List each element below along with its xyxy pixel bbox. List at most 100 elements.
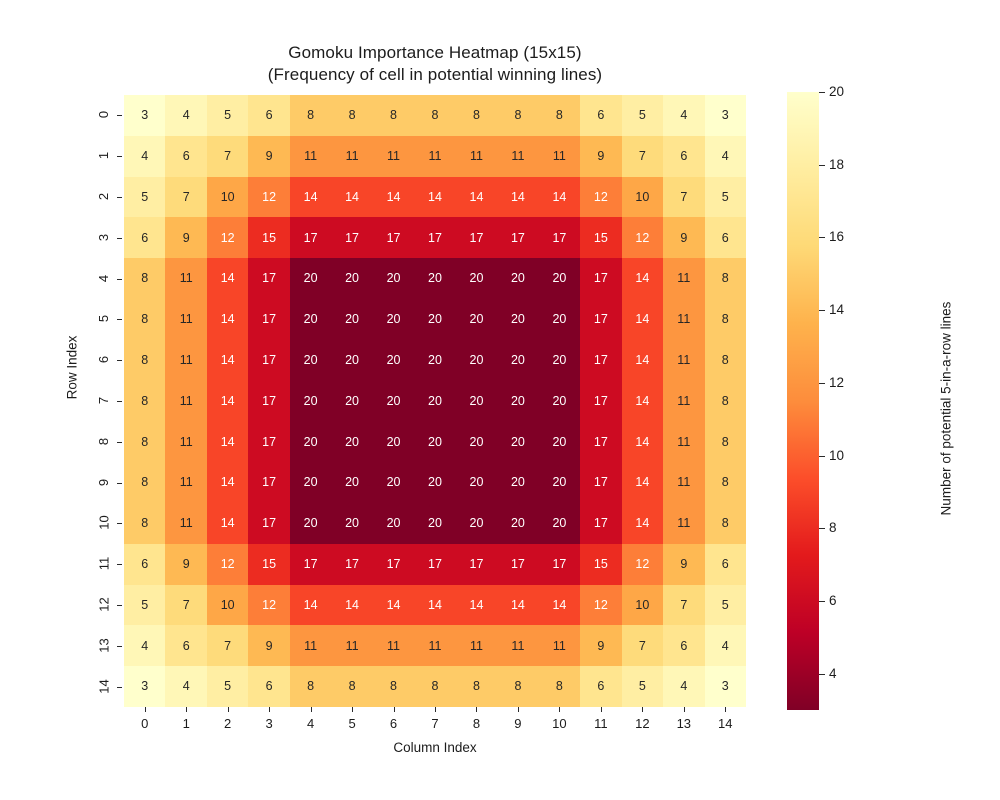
heatmap-cell-r8-c2: 14 [206, 421, 249, 463]
heatmap-cell-r8-c6: 20 [372, 421, 415, 463]
heatmap-cell-r12-c7: 14 [414, 584, 456, 626]
heatmap-cell-r12-c2: 10 [206, 584, 249, 626]
heatmap-cell-r14-c0: 3 [124, 666, 166, 707]
heatmap-cell-r11-c10: 17 [538, 543, 581, 585]
heatmap-cell-r10-c7: 20 [414, 502, 456, 544]
heatmap-cell-r1-c8: 11 [455, 135, 498, 177]
x-tick-mark-9 [517, 707, 519, 712]
heatmap-cell-r14-c11: 6 [580, 666, 622, 707]
colorbar-tick-mark-10 [819, 455, 825, 457]
heatmap-cell-r5-c6: 20 [372, 298, 415, 340]
heatmap-cell-r9-c5: 20 [331, 462, 373, 503]
heatmap-cell-r3-c3: 15 [248, 217, 290, 259]
heatmap-cell-r4-c1: 11 [165, 258, 207, 299]
y-tick-text: 3 [96, 233, 112, 241]
colorbar-tick-labels: 4 6 8 10 12 14 16 18 20 [829, 84, 859, 710]
heatmap-cell-r12-c14: 5 [704, 584, 746, 626]
y-tick-label-10: 10 [92, 515, 116, 531]
heatmap-cell-r4-c9: 20 [497, 258, 539, 299]
heatmap-cell-r8-c8: 20 [455, 421, 498, 463]
y-tick-label-12: 12 [92, 597, 116, 613]
heatmap-cell-r10-c11: 17 [580, 502, 622, 544]
heatmap-cell-r0-c13: 4 [663, 95, 705, 136]
heatmap-cell-r14-c7: 8 [414, 666, 456, 707]
colorbar-tick-label-16: 16 [829, 229, 845, 245]
heatmap-grid: 3 4 5 6 8 8 8 8 8 8 8 6 5 4 3 4 6 7 9 11 11 11 11 11 11 11 9 7 6 4 5 7 1… [124, 95, 746, 707]
heatmap-cell-r10-c2: 14 [206, 502, 249, 544]
heatmap-cell-r14-c12: 5 [621, 666, 664, 707]
y-tick-text: 14 [96, 678, 112, 694]
heatmap-cell-r0-c1: 4 [165, 95, 207, 136]
heatmap-plot-area: 3 4 5 6 8 8 8 8 8 8 8 6 5 4 3 4 6 7 9 11 11 11 11 11 11 11 9 7 6 4 5 7 1… [124, 95, 746, 707]
heatmap-cell-r3-c8: 17 [455, 217, 498, 259]
heatmap-cell-r14-c5: 8 [331, 666, 373, 707]
x-tick-label-11: 11 [594, 716, 608, 731]
heatmap-cell-r6-c10: 20 [538, 339, 581, 381]
x-tick-mark-10 [559, 707, 561, 712]
heatmap-cell-r5-c0: 8 [124, 298, 166, 340]
heatmap-cell-r13-c12: 7 [621, 625, 664, 667]
heatmap-cell-r4-c4: 20 [289, 258, 332, 299]
heatmap-cell-r9-c6: 20 [372, 462, 415, 503]
heatmap-cell-r12-c3: 12 [248, 584, 290, 626]
heatmap-cell-r5-c13: 11 [663, 298, 705, 340]
heatmap-cell-r1-c2: 7 [206, 135, 249, 177]
colorbar-tick-mark-20 [819, 92, 825, 93]
colorbar-tick-mark-14 [819, 310, 825, 312]
heatmap-cell-r3-c1: 9 [165, 217, 207, 259]
heatmap-cell-r2-c12: 10 [621, 176, 664, 218]
heatmap-cell-r14-c8: 8 [455, 666, 498, 707]
chart-title-main: Gomoku Importance Heatmap (15x15) [288, 43, 582, 62]
heatmap-cell-r1-c12: 7 [621, 135, 664, 177]
heatmap-cell-r3-c12: 12 [621, 217, 664, 259]
heatmap-cell-r2-c9: 14 [497, 176, 539, 218]
y-tick-text: 2 [96, 192, 112, 201]
colorbar-tick-label-20: 20 [829, 84, 845, 99]
y-tick-text: 6 [96, 356, 112, 364]
heatmap-cell-r14-c6: 8 [372, 666, 415, 707]
heatmap-cell-r2-c2: 10 [206, 176, 249, 218]
heatmap-cell-r13-c3: 9 [248, 625, 290, 667]
heatmap-cell-r10-c12: 14 [621, 502, 664, 544]
heatmap-cell-r10-c5: 20 [331, 502, 373, 544]
heatmap-cell-r3-c14: 6 [704, 217, 746, 259]
heatmap-cell-r11-c6: 17 [372, 543, 415, 585]
heatmap-cell-r10-c3: 17 [248, 502, 290, 544]
heatmap-cell-r6-c8: 20 [455, 339, 498, 381]
y-tick-mark-3 [117, 237, 122, 239]
heatmap-cell-r12-c9: 14 [497, 584, 539, 626]
heatmap-cell-r4-c5: 20 [331, 258, 373, 299]
heatmap-cell-r13-c4: 11 [289, 625, 332, 667]
x-tick-label-14: 14 [718, 716, 733, 731]
heatmap-cell-r9-c14: 8 [704, 462, 746, 503]
heatmap-cell-r3-c10: 17 [538, 217, 581, 259]
heatmap-cell-r9-c1: 11 [165, 462, 207, 503]
y-tick-text: 11 [96, 556, 112, 571]
heatmap-cell-r3-c0: 6 [124, 217, 166, 259]
x-tick-label-8: 8 [472, 716, 481, 731]
heatmap-cell-r8-c3: 17 [248, 421, 290, 463]
heatmap-cell-r2-c0: 5 [124, 176, 166, 218]
heatmap-cell-r4-c12: 14 [621, 258, 664, 299]
heatmap-cell-r4-c6: 20 [372, 258, 415, 299]
heatmap-cell-r13-c6: 11 [372, 625, 415, 667]
heatmap-cell-r12-c4: 14 [289, 584, 332, 626]
heatmap-cell-r2-c5: 14 [331, 176, 373, 218]
heatmap-cell-r11-c1: 9 [165, 543, 207, 585]
heatmap-cell-r5-c7: 20 [414, 298, 456, 340]
heatmap-cell-r4-c10: 20 [538, 258, 581, 299]
heatmap-cell-r5-c9: 20 [497, 298, 539, 340]
heatmap-cell-r11-c2: 12 [206, 543, 249, 585]
heatmap-cell-r3-c4: 17 [289, 217, 332, 259]
x-tick-mark-12 [642, 707, 644, 712]
heatmap-cell-r13-c11: 9 [580, 625, 622, 667]
heatmap-cell-r7-c7: 20 [414, 380, 456, 422]
colorbar-tick-mark-16 [819, 237, 825, 239]
heatmap-cell-r2-c11: 12 [580, 176, 622, 218]
heatmap-cell-r6-c1: 11 [165, 339, 207, 381]
heatmap-cell-r14-c9: 8 [497, 666, 539, 707]
heatmap-cell-r14-c2: 5 [206, 666, 249, 707]
heatmap-cell-r8-c9: 20 [497, 421, 539, 463]
y-tick-text: 12 [96, 597, 112, 612]
